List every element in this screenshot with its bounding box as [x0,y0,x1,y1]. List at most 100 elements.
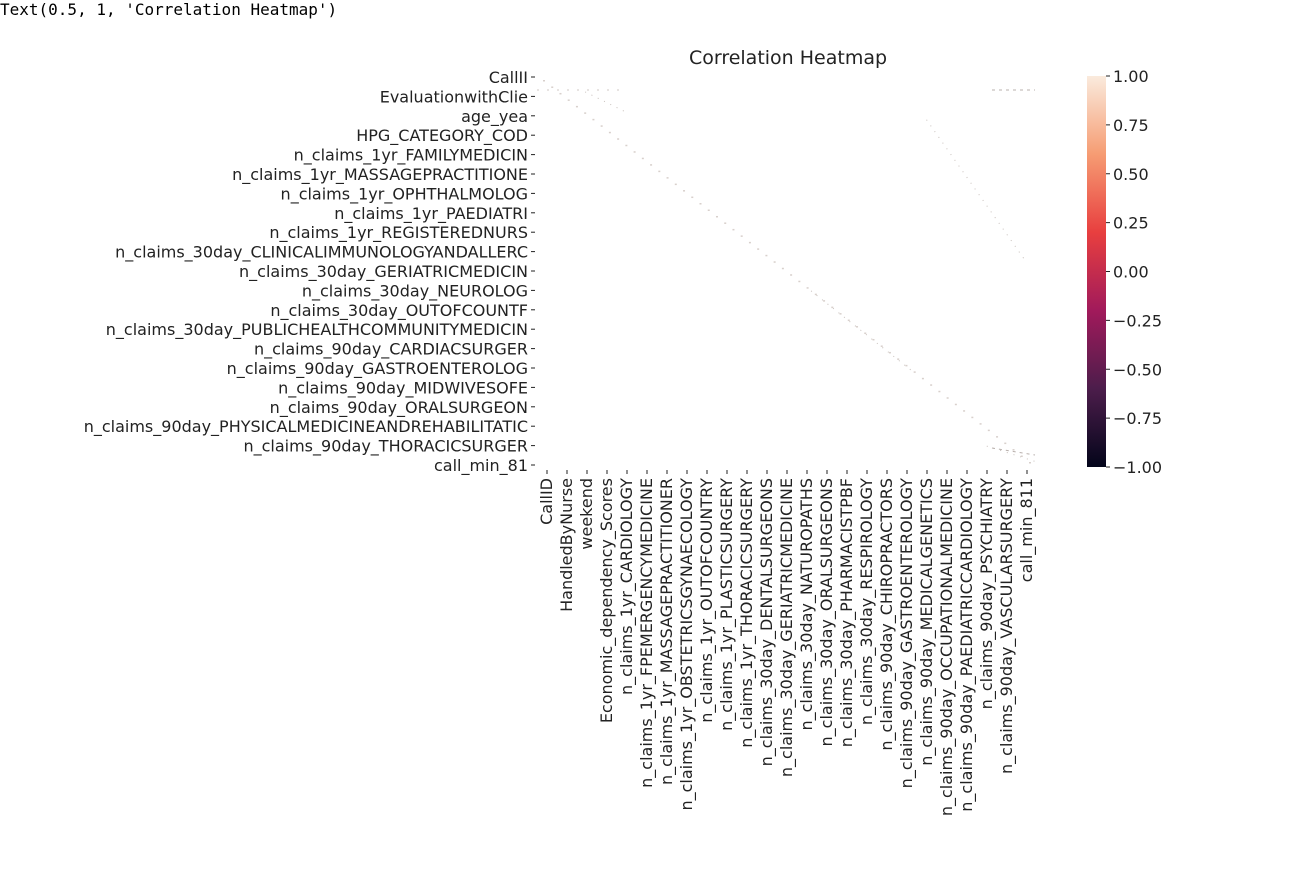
heatmap-cell [592,118,595,121]
colorbar-tick-label: −1.00 [1113,458,1162,477]
y-tick-label: n_claims_30day_CLINICALIMMUNOLOGYANDALLE… [115,243,528,263]
heatmap-cell [888,351,891,354]
y-tick-label: n_claims_90day_GASTROENTEROLOG [227,359,528,379]
x-tick-label: n_claims_90day_VASCULARSURGERY [997,478,1017,774]
heatmap-cell [641,157,644,160]
heatmap-cell [543,80,545,82]
heatmap-cell [971,416,974,419]
heatmap-cell [666,177,669,179]
x-tick-label: n_claims_1yr_MASSAGEPRACTITIONER [657,478,677,785]
heatmap-cell [1012,449,1015,451]
colorbar-tick-label: 0.25 [1113,214,1149,233]
heatmap-cell [559,92,562,95]
heatmap-cell [996,436,999,438]
heatmap-cell [921,377,924,380]
colorbar-tick-label: 1.00 [1113,67,1149,86]
heatmap-cell [658,170,661,173]
y-tick-label: n_claims_1yr_REGISTEREDNURS [269,223,528,243]
heatmap-cell [674,183,677,186]
heatmap-cell [625,144,628,147]
x-tick-label: HandledByNurse [557,478,576,612]
x-tick-label: n_claims_30day_ORALSURGEONS [817,478,837,746]
heatmap-cell [633,151,636,153]
x-tick-label: n_claims_90day_OCCUPATIONALMEDICINE [937,478,957,816]
heatmap-cell [880,345,883,347]
heatmap-cell [814,293,817,296]
colorbar-tick-label: 0.00 [1113,263,1149,282]
x-tick-label: n_claims_90day_GASTROENTEROLOGY [897,478,917,789]
chart-title: Correlation Heatmap [689,47,887,69]
heatmap-cell [757,248,760,250]
cell-output-text: Text(0.5, 1, 'Correlation Heatmap') [0,0,338,19]
y-tick-label: n_claims_30day_PUBLICHEALTHCOMMUNITYMEDI… [106,320,528,340]
heatmap-cell [773,261,776,263]
y-tick-label: n_claims_1yr_OPHTHALMOLOG [281,184,528,204]
heatmap-cell [790,274,793,276]
colorbar-bar [1087,76,1106,467]
colorbar: 1.00 0.75 0.50 0.25 0.00 −0.25 −0.50 −0.75 −1.00 [1087,67,1162,477]
heatmap-cell [732,228,735,231]
heatmap-cell [872,338,875,341]
y-tick-label: n_claims_90day_PHYSICALMEDICINEANDREHABI… [84,417,528,437]
y-axis-ticks: CallIIEvaluationwithClieage_yeaHPG_CATEG… [84,68,535,476]
heatmap-cell [823,300,826,302]
heatmap-cell [683,190,686,192]
y-tick-label: n_claims_1yr_MASSAGEPRACTITIONE [232,165,528,185]
x-tick-label: n_claims_90day_CHIROPRACTORS [877,478,897,751]
x-tick-label: n_claims_1yr_CARDIOLOGY [617,478,637,695]
heatmap-cell [575,105,578,108]
heatmap-cell [584,112,587,114]
y-tick-label: n_claims_30day_NEUROLOG [302,281,528,301]
y-tick-label: EvaluationwithClie [380,87,528,106]
heatmap-cell [963,410,966,412]
heatmap-cell [806,287,809,289]
heatmap-cell [897,358,900,360]
x-tick-label: n_claims_30day_DENTALSURGEONS [757,478,777,766]
heatmap-cell [765,254,768,257]
colorbar-tick-label: −0.50 [1113,360,1162,379]
x-axis-ticks: CallID HandledByNurse weekend Economic_depe… [537,470,1037,816]
colorbar-tick-label: 0.75 [1113,116,1149,135]
heatmap-cell [1020,455,1023,458]
heatmap-cell [608,131,611,134]
heatmap-cell [913,371,916,373]
y-tick-label: n_claims_1yr_FAMILYMEDICIN [294,146,528,166]
x-tick-label: n_claims_1yr_OBSTETRICSGYNAECOLOGY [677,478,697,811]
y-tick-label: age_yea [461,107,528,127]
y-tick-label: n_claims_90day_MIDWIVESOFE [278,378,528,398]
x-tick-label: n_claims_1yr_PLASTICSURGERY [717,478,737,731]
heatmap-cell [798,280,801,283]
heatmap-cell [748,241,751,244]
y-tick-label: n_claims_30day_GERIATRICMEDICIN [239,262,528,282]
heatmap-area [535,72,1038,470]
y-tick-label: HPG_CATEGORY_COD [356,126,528,146]
x-tick-label: n_claims_30day_GERIATRICMEDICINE [777,478,797,777]
y-tick-label: n_claims_1yr_PAEDIATRI [334,204,528,224]
heatmap-background [535,72,1037,470]
heatmap-cell [930,384,933,386]
heatmap-cell [707,209,710,211]
x-tick-label: n_claims_1yr_THORACICSURGERY [737,478,757,748]
heatmap-cell [715,215,718,218]
heatmap-cell [954,403,957,406]
heatmap-cell [856,326,859,328]
y-tick-label: n_claims_90day_THORACICSURGER [243,437,528,457]
heatmap-cell-streak [991,447,1036,456]
colorbar-tick-label: −0.75 [1113,409,1162,428]
x-tick-label: Economic_dependency_Scores [597,478,617,723]
heatmap-cell-streak [584,91,626,113]
x-tick-label: CallID [537,478,556,525]
heatmap-cell [987,429,990,432]
heatmap-cell [551,86,554,88]
heatmap-cell [600,125,603,127]
heatmap-cell [650,164,653,166]
heatmap-cell [740,235,743,237]
y-tick-label: CallII [489,68,528,87]
colorbar-tick-label: 0.50 [1113,165,1149,184]
heatmap-cell [1029,462,1031,464]
heatmap-cell [938,390,941,393]
heatmap-cell [724,222,727,224]
x-tick-label: n_claims_90day_MEDICALGENETICS [917,478,937,766]
heatmap-cell [691,196,694,199]
y-tick-label: n_claims_90day_CARDIACSURGER [254,340,528,360]
